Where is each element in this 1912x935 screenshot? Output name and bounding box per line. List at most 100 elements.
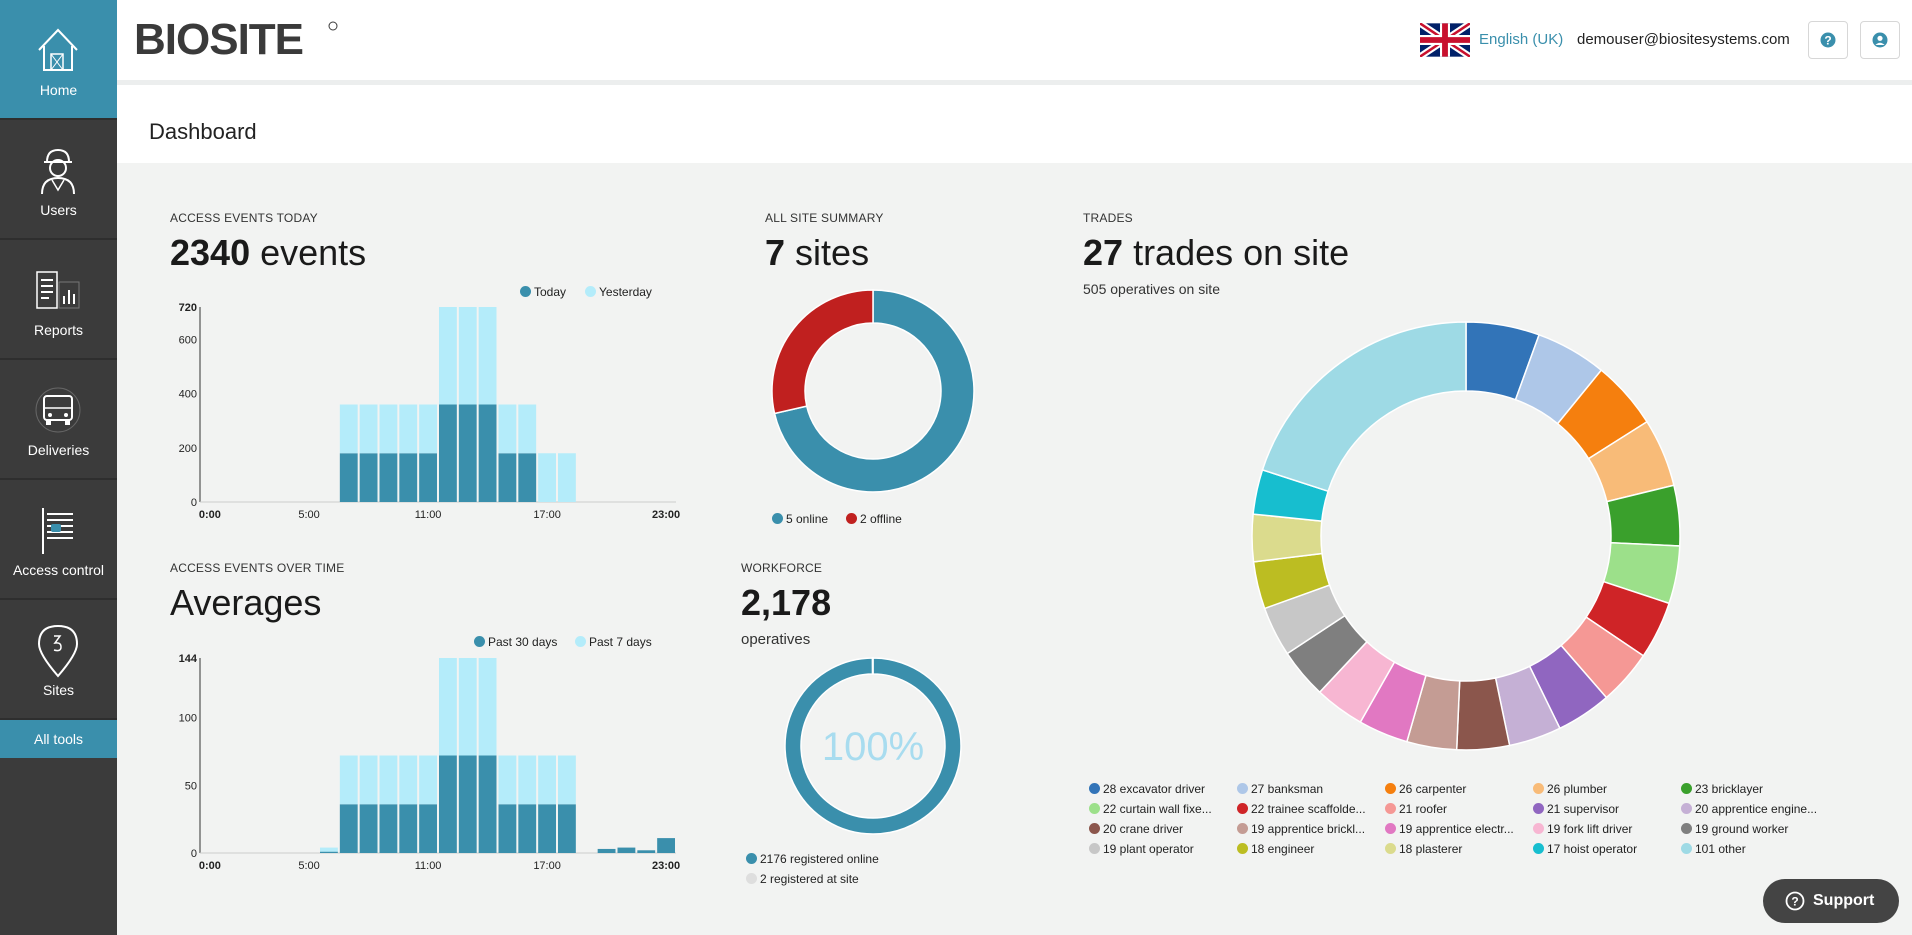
trade-legend-item: 20 apprentice engine... — [1681, 802, 1819, 816]
x-tick-label: 23:00 — [652, 860, 680, 872]
bar-primary — [439, 404, 457, 502]
bar-primary — [379, 453, 398, 502]
sidebar-item-access-control[interactable]: Access control — [0, 480, 117, 600]
site-summary-unit: sites — [795, 232, 870, 273]
sidebar-item-sites[interactable]: Sites — [0, 600, 117, 720]
help-circle-icon: ? — [1785, 891, 1805, 911]
bar-primary — [478, 755, 497, 853]
workforce-headline: 2,178 — [741, 582, 831, 624]
trade-legend-item: 28 excavator driver — [1089, 782, 1227, 796]
bar-primary — [458, 755, 477, 853]
trade-legend-item: 19 apprentice electr... — [1385, 822, 1523, 836]
sidebar-item-label: Home — [39, 82, 78, 98]
trade-legend-item: 19 apprentice brickl... — [1237, 822, 1375, 836]
legend-swatch — [585, 286, 596, 297]
bar-primary — [320, 851, 338, 853]
legend-label: 20 crane driver — [1103, 822, 1184, 836]
bar-secondary — [558, 755, 576, 805]
logo: BIOSITE — [134, 15, 338, 58]
trade-legend-item: 18 engineer — [1237, 842, 1375, 856]
access-today-unit: events — [260, 232, 367, 273]
legend-past-7-days: Past 7 days — [575, 635, 652, 649]
legend-label: 27 banksman — [1251, 782, 1324, 796]
bar-primary — [339, 453, 358, 502]
legend-label: 21 roofer — [1399, 802, 1448, 816]
legend-swatch — [1533, 783, 1544, 794]
sidebar-item-deliveries[interactable]: Deliveries — [0, 360, 117, 480]
bar-secondary — [458, 307, 477, 405]
trade-legend-item: 23 bricklayer — [1681, 782, 1819, 796]
legend-swatch — [846, 513, 857, 524]
site-summary-count: 7 — [765, 232, 786, 273]
legend-label: 19 apprentice brickl... — [1251, 822, 1366, 836]
legend-swatch — [1681, 843, 1692, 854]
bar-secondary — [359, 755, 378, 805]
legend-registered-at-site: 2 registered at site — [746, 872, 859, 886]
bar-secondary — [439, 658, 457, 756]
site-summary-headline: 7 sites — [765, 232, 869, 274]
legend-label: Yesterday — [599, 285, 652, 299]
legend-label: 2176 registered online — [760, 852, 879, 866]
trade-legend-item: 26 plumber — [1533, 782, 1671, 796]
uk-flag-icon[interactable] — [1420, 23, 1470, 57]
access-events-over-time-chart: 0 50 100 144 0:00 5:00 11:00 17:00 23:00 — [179, 653, 681, 872]
help-button[interactable]: ? — [1808, 21, 1848, 59]
bar-primary — [617, 847, 636, 853]
legend-swatch — [575, 636, 586, 647]
support-label: Support — [1813, 892, 1875, 909]
trades-subline: 505 operatives on site — [1083, 281, 1220, 297]
language-selector[interactable]: English (UK) — [1479, 31, 1564, 48]
legend-label: 22 trainee scaffolde... — [1251, 802, 1366, 816]
y-tick-label: 400 — [179, 389, 197, 401]
support-button[interactable]: ? Support — [1763, 879, 1899, 923]
legend-swatch — [1533, 843, 1544, 854]
help-icon: ? — [1820, 32, 1836, 48]
sidebar-item-label: Sites — [42, 682, 75, 698]
user-email[interactable]: demouser@biositesystems.com — [1577, 31, 1790, 48]
trade-legend-item: 27 banksman — [1237, 782, 1375, 796]
legend-label: 18 engineer — [1251, 842, 1315, 856]
trade-legend-item: 19 plant operator — [1089, 842, 1227, 856]
legend-swatch — [1385, 843, 1396, 854]
bar-secondary — [478, 307, 497, 405]
x-tick-label: 0:00 — [199, 509, 221, 521]
bar-secondary — [458, 658, 477, 756]
trade-legend-item: 17 hoist operator — [1533, 842, 1671, 856]
trade-legend-item: 101 other — [1681, 842, 1819, 856]
legend-label: 2 registered at site — [760, 872, 859, 886]
sidebar-item-home[interactable]: Home — [0, 0, 117, 120]
bar-secondary — [439, 307, 457, 405]
legend-label: 22 curtain wall fixe... — [1103, 802, 1212, 816]
legend-swatch — [1237, 843, 1248, 854]
donut-slice — [1261, 321, 1467, 493]
trade-legend-item: 22 trainee scaffolde... — [1237, 802, 1375, 816]
legend-swatch — [1385, 823, 1396, 834]
sidebar-item-users[interactable]: Users — [0, 120, 117, 240]
user-circle-icon — [1872, 32, 1888, 48]
legend-swatch — [1385, 783, 1396, 794]
site-summary-label: ALL SITE SUMMARY — [765, 211, 884, 225]
legend-label: 19 apprentice electr... — [1399, 822, 1514, 836]
bar-secondary — [478, 658, 497, 756]
bar-primary — [518, 453, 537, 502]
bar-secondary — [518, 755, 537, 805]
trades-label: TRADES — [1083, 211, 1133, 225]
legend-swatch — [520, 286, 531, 297]
access-events-today-chart: 0 200 400 600 720 0:00 5:00 11:00 17:00 23:00 — [179, 302, 681, 521]
legend-label: 23 bricklayer — [1695, 782, 1764, 796]
donut-slice — [871, 657, 874, 675]
bar-secondary — [498, 404, 517, 454]
account-button[interactable] — [1860, 21, 1900, 59]
bar-primary — [419, 453, 437, 502]
bar-primary — [478, 404, 497, 502]
legend-registered-online: 2176 registered online — [746, 852, 879, 866]
legend-swatch — [1681, 803, 1692, 814]
bar-primary — [379, 804, 398, 853]
all-tools-button[interactable]: All tools — [0, 720, 117, 758]
bar-secondary — [359, 404, 378, 454]
legend-label: Past 7 days — [589, 635, 652, 649]
bar-secondary — [339, 755, 358, 805]
sidebar-item-reports[interactable]: Reports — [0, 240, 117, 360]
trades-donut — [1251, 321, 1681, 751]
bar-primary — [419, 804, 437, 853]
